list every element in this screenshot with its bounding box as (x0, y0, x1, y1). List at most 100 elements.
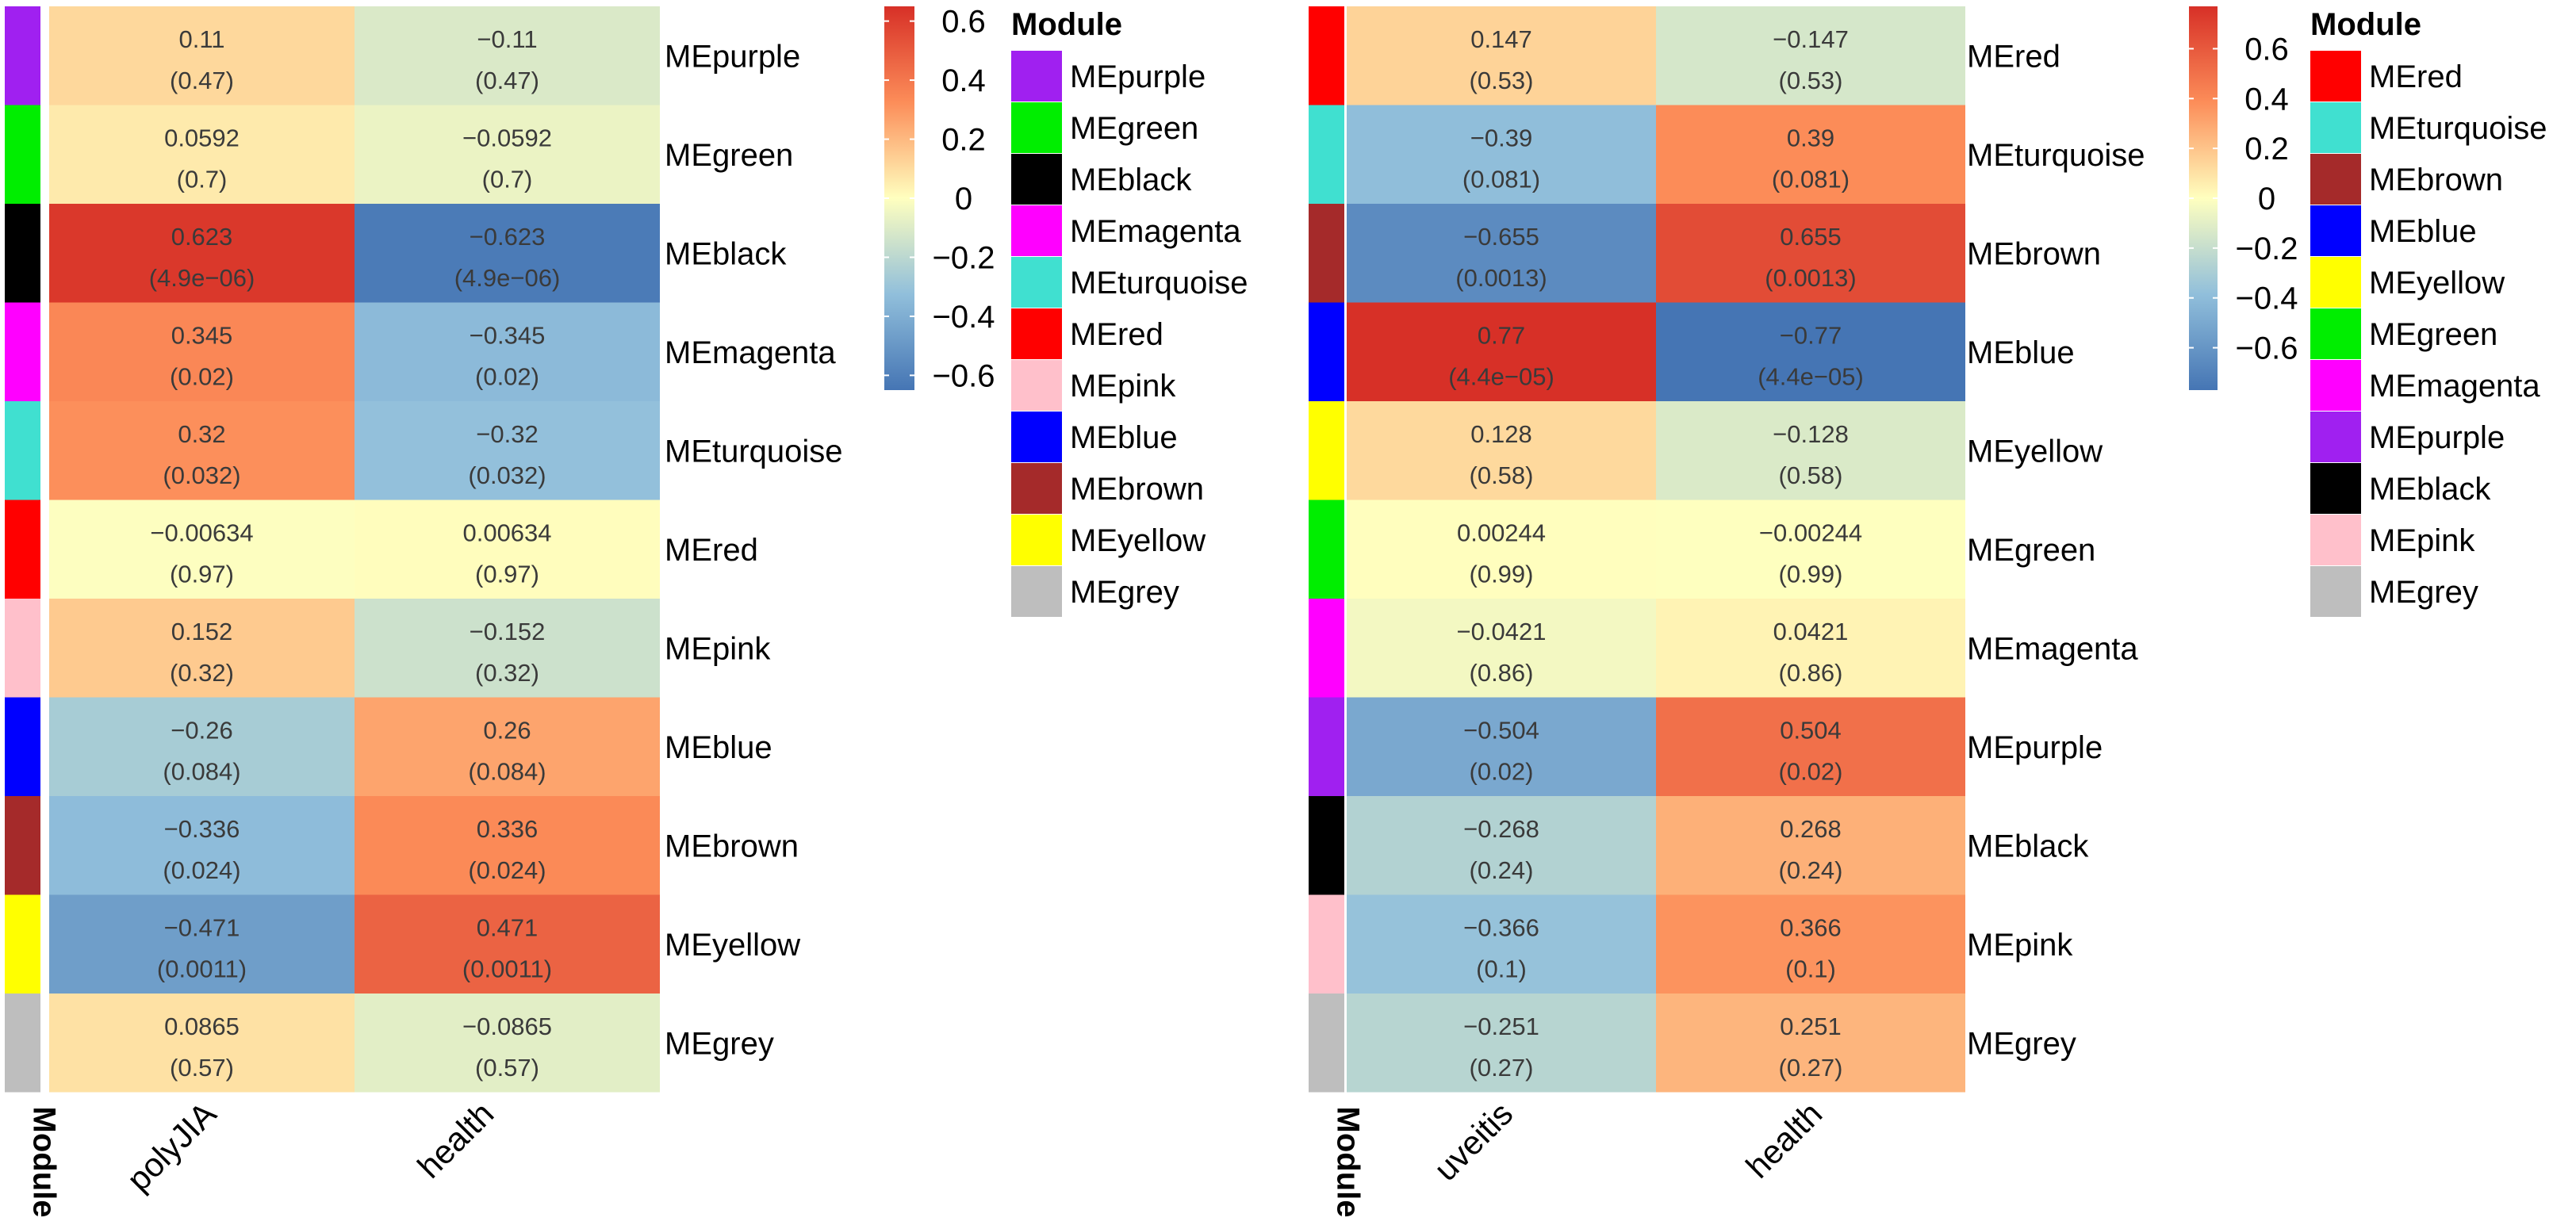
legend-swatch-meyellow (2310, 257, 2361, 308)
cell-pvalue-label: (0.081) (1772, 166, 1850, 193)
module-annotation-megreen (5, 105, 40, 204)
legend-label-mepink: MEpink (1070, 369, 1176, 404)
cell-pvalue-label: (0.99) (1779, 561, 1843, 588)
heatmap-cell (1656, 796, 1965, 895)
cell-value-label: −0.128 (1773, 420, 1849, 448)
heatmap-cell (1656, 994, 1965, 1093)
cell-value-label: 0.00244 (1457, 519, 1546, 547)
colorbar-tick-label: 0.4 (941, 63, 986, 98)
legend-swatch-mepurple (2310, 412, 2361, 462)
heatmap-cell (1656, 302, 1965, 401)
cell-pvalue-label: (0.47) (475, 67, 539, 94)
heatmap-panel-polyjia: 0.11 (0.47) −0.11 (0.47) MEpurple 0.0592 (0.7)… (5, 5, 1248, 1217)
module-annotation-meyellow (5, 894, 40, 994)
cell-pvalue-label: (0.02) (1470, 758, 1534, 786)
heatmap-cell (1656, 500, 1965, 599)
cell-pvalue-label: (0.1) (1785, 955, 1836, 983)
cell-pvalue-label: (0.7) (177, 166, 228, 193)
cell-value-label: 0.471 (477, 914, 539, 942)
heatmap-cell (1347, 599, 1656, 698)
heatmap-cell (1347, 697, 1656, 796)
cell-pvalue-label: (0.7) (482, 166, 533, 193)
cell-value-label: 0.655 (1780, 223, 1842, 251)
module-annotation-mered (5, 500, 40, 599)
heatmap-cell (355, 401, 660, 500)
cell-value-label: 0.504 (1780, 717, 1842, 745)
module-annotation-meblue (1309, 302, 1344, 401)
heatmap-cell (355, 599, 660, 698)
cell-value-label: 0.77 (1478, 322, 1525, 350)
legend-swatch-megreen (2310, 308, 2361, 359)
cell-pvalue-label: (4.4e−05) (1758, 363, 1864, 391)
cell-value-label: 0.26 (483, 717, 531, 745)
module-annotation-memagenta (5, 302, 40, 401)
heatmap-cell (49, 697, 355, 796)
heatmap-cell (1347, 105, 1656, 204)
cell-value-label: −0.268 (1463, 815, 1539, 843)
cell-pvalue-label: (0.0011) (462, 955, 552, 983)
heatmap-cell (49, 796, 355, 895)
legend-label-meblack: MEblack (2369, 472, 2491, 507)
cell-value-label: −0.0865 (462, 1013, 552, 1040)
cell-value-label: −0.345 (470, 322, 546, 350)
cell-value-label: 0.32 (178, 420, 225, 448)
legend-swatch-meturquoise (1011, 257, 1062, 308)
cell-value-label: −0.336 (164, 815, 240, 843)
module-annotation-mepurple (5, 6, 40, 105)
legend-swatch-megrey (1011, 566, 1062, 617)
cell-pvalue-label: (0.0011) (157, 955, 247, 983)
cell-value-label: −0.147 (1773, 25, 1849, 53)
module-annotation-mepink (5, 599, 40, 698)
colorbar (884, 6, 914, 390)
row-label-meblue: MEblue (665, 730, 772, 765)
cell-value-label: −0.32 (476, 420, 538, 448)
heatmap-cell (1656, 204, 1965, 303)
cell-value-label: 0.0592 (164, 124, 240, 152)
colorbar-tick-label: 0.2 (941, 123, 986, 158)
legend-label-mered: MEred (2369, 59, 2463, 94)
row-label-megreen: MEgreen (1967, 533, 2095, 568)
heatmap-cell (355, 894, 660, 994)
cell-value-label: −0.26 (171, 717, 232, 745)
legend-label-mepurple: MEpurple (1070, 59, 1206, 94)
module-annotation-meblack (5, 204, 40, 303)
heatmap-cell (1656, 6, 1965, 105)
legend-swatch-mebrown (1011, 463, 1062, 514)
legend-label-mebrown: MEbrown (2369, 163, 2503, 197)
row-label-mepink: MEpink (665, 631, 771, 666)
heatmap-cell (1656, 697, 1965, 796)
heatmap-cell (1347, 204, 1656, 303)
legend-swatch-mepink (1011, 360, 1062, 411)
row-label-megrey: MEgrey (1967, 1026, 2076, 1061)
column-label-health: health (410, 1095, 500, 1185)
heatmap-cell (49, 401, 355, 500)
cell-pvalue-label: (0.081) (1462, 166, 1540, 193)
cell-value-label: 0.336 (477, 815, 539, 843)
legend-swatch-meyellow (1011, 515, 1062, 565)
heatmap-cell (1347, 302, 1656, 401)
heatmap-cell (1347, 796, 1656, 895)
colorbar-tick-label: −0.2 (2236, 232, 2298, 266)
heatmap-cell (1656, 599, 1965, 698)
cell-value-label: 0.623 (171, 223, 233, 251)
cell-value-label: 0.152 (171, 618, 233, 645)
cell-pvalue-label: (0.024) (468, 856, 546, 884)
heatmap-cell (49, 599, 355, 698)
heatmap-cell (1347, 894, 1656, 994)
cell-value-label: −0.152 (470, 618, 546, 645)
cell-pvalue-label: (0.084) (163, 758, 240, 786)
legend-swatch-memagenta (2310, 360, 2361, 411)
colorbar-tick-label: 0.4 (2244, 82, 2289, 117)
annotation-axis-label: Module (1331, 1107, 1366, 1218)
cell-pvalue-label: (0.57) (475, 1054, 539, 1082)
cell-value-label: −0.655 (1463, 223, 1539, 251)
legend-label-meturquoise: MEturquoise (1070, 266, 1248, 301)
cell-value-label: 0.11 (178, 25, 224, 53)
cell-pvalue-label: (0.24) (1470, 856, 1534, 884)
cell-pvalue-label: (0.02) (1779, 758, 1843, 786)
cell-pvalue-label: (0.24) (1779, 856, 1843, 884)
legend-swatch-meblack (2310, 463, 2361, 514)
module-annotation-mebrown (1309, 204, 1344, 303)
row-label-meturquoise: MEturquoise (1967, 138, 2145, 173)
